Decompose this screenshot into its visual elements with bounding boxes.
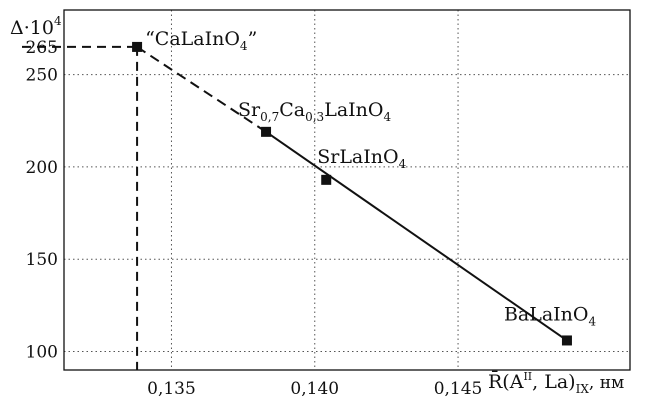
x-tick-label: 0,145 — [434, 379, 483, 399]
data-point-marker — [321, 174, 332, 185]
guide-lines — [22, 45, 139, 370]
plot-frame — [63, 9, 631, 371]
point-labels: “CaLaInO4” Sr0,7Ca0,3LaInO4 SrLaInO4 BaLaIn… — [145, 28, 596, 329]
y-tick-label: 250 — [26, 66, 58, 86]
series-lines — [136, 46, 568, 342]
x-tick-label: 0,135 — [147, 379, 196, 399]
y-tick-label: 150 — [26, 250, 58, 270]
series-line-dashed — [136, 46, 267, 133]
point-label: BaLaInO4 — [504, 303, 597, 328]
data-point-marker — [261, 126, 272, 137]
point-label: Sr0,7Ca0,3LaInO4 — [238, 99, 391, 124]
y-axis-label: Δ·104 — [10, 14, 62, 39]
data-points — [132, 41, 572, 346]
y-tick-label: 100 — [26, 343, 58, 363]
point-label: SrLaInO4 — [317, 146, 406, 171]
y-tick-label: 200 — [26, 158, 58, 178]
y-tick-label: 265 — [26, 38, 58, 58]
x-axis-label: R̄(AII, La)IX, нм — [488, 370, 624, 396]
x-tick-labels: 0,135 0,140 0,145 — [147, 379, 482, 399]
x-tick-label: 0,140 — [290, 379, 339, 399]
data-point-marker — [561, 335, 572, 346]
series-line-solid — [265, 131, 568, 342]
point-label: “CaLaInO4” — [145, 28, 257, 53]
data-point-marker — [132, 41, 143, 52]
y-tick-labels: 100 150 200 250 265 — [26, 38, 58, 363]
